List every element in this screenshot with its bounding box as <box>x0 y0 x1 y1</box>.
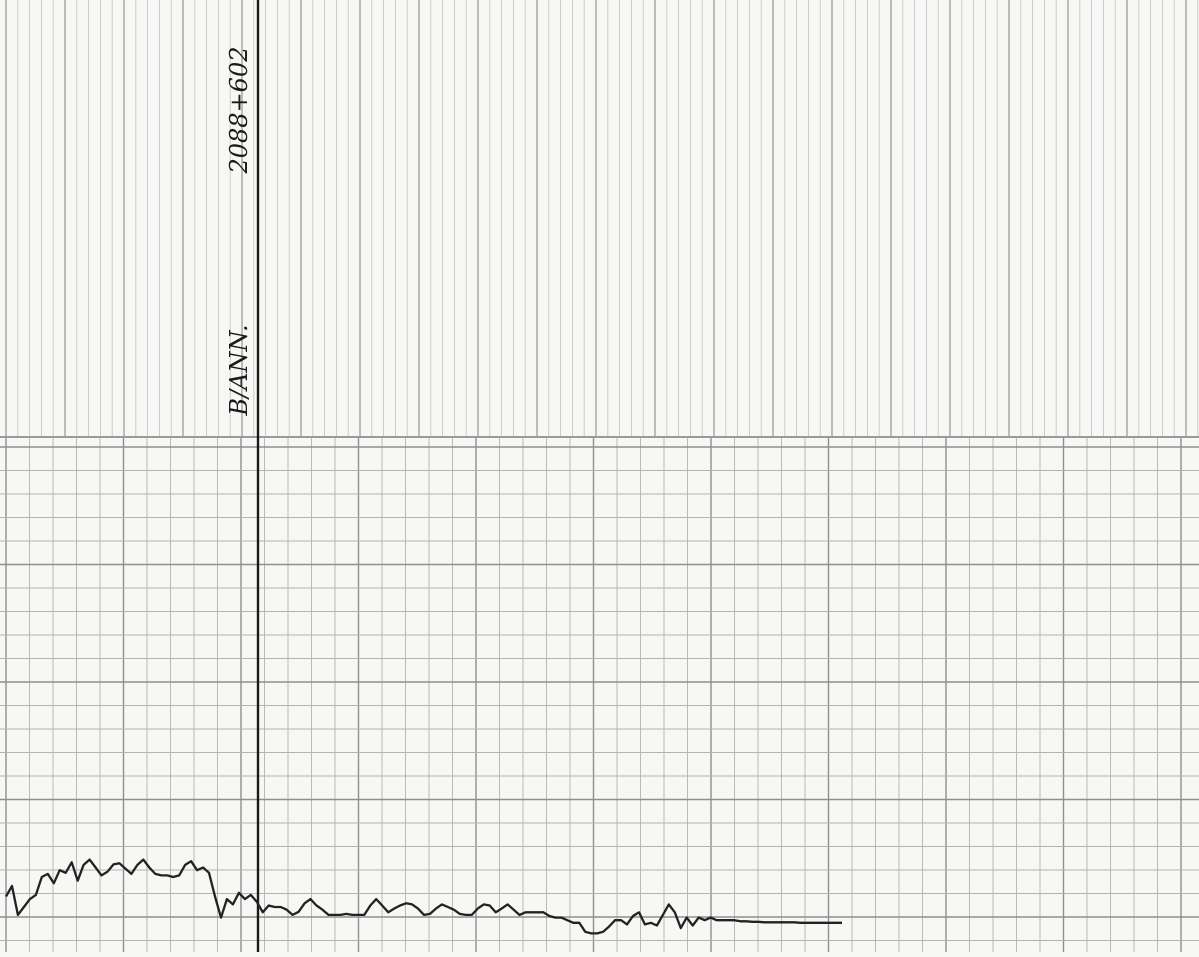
trace-layer <box>5 858 842 935</box>
grid-bottom-section <box>0 437 1199 952</box>
grid-top-section <box>5 0 1199 437</box>
annotation-label: 2088+602 <box>225 47 253 175</box>
series-line <box>5 858 842 935</box>
annotation-label: B/ANN. <box>225 324 253 416</box>
